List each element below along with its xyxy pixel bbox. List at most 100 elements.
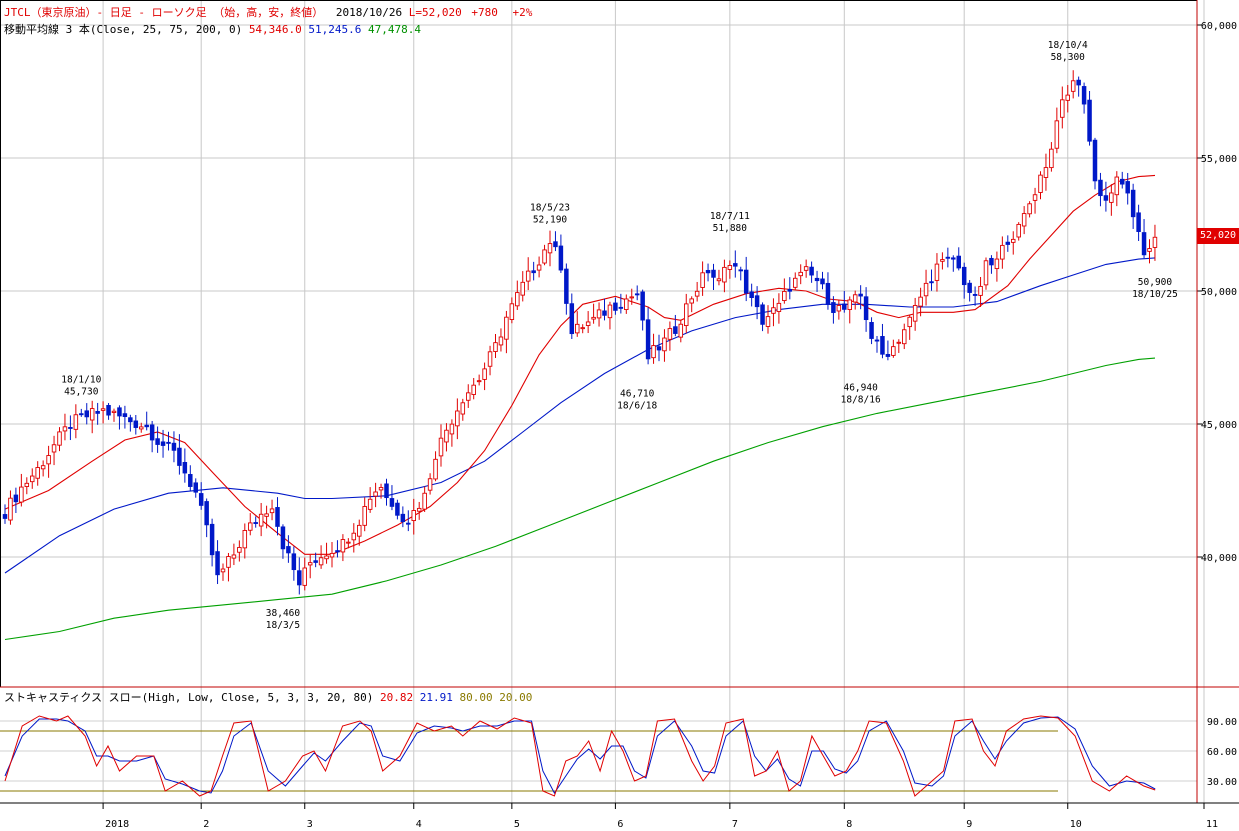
candle-body xyxy=(1027,203,1032,215)
candle-body xyxy=(57,431,62,446)
candle-body xyxy=(166,441,171,444)
month-label: 2018 xyxy=(105,819,129,830)
candle-body xyxy=(351,532,357,541)
candle-body xyxy=(994,258,1000,270)
candle-body xyxy=(1081,86,1087,105)
candle-body xyxy=(1000,244,1005,260)
candle-body xyxy=(847,299,853,310)
candle-body xyxy=(896,341,902,344)
candle-body xyxy=(411,510,417,522)
candle-body xyxy=(8,497,13,521)
candle-body xyxy=(498,336,504,346)
stoch-upper-value: 80.00 xyxy=(459,691,493,704)
candle-body xyxy=(79,413,84,416)
candle-body xyxy=(967,282,972,293)
month-label: 8 xyxy=(846,819,852,830)
stoch-header: ストキャスティクス スロー(High, Low, Close, 5, 3, 3,… xyxy=(4,691,532,705)
month-label: 2 xyxy=(203,819,209,830)
candle-body xyxy=(934,263,940,281)
candle-body xyxy=(509,303,515,320)
header-date: 2018/10/26 xyxy=(335,6,403,19)
candle-body xyxy=(694,290,700,297)
price-change: +780 xyxy=(471,6,498,19)
candle-body xyxy=(912,305,918,322)
candle-body xyxy=(51,444,57,453)
candle-body xyxy=(395,502,400,516)
stochastic-panel: 90.00 60.00 30.00 xyxy=(0,715,1237,797)
symbol-line: JTCL（東京原油）- 日足 - ローソク足 （始，高，安，終値） xyxy=(4,6,324,19)
candle-body xyxy=(231,554,237,559)
candle-body xyxy=(743,269,749,294)
candle-body xyxy=(711,269,716,278)
candle-body xyxy=(449,423,455,435)
candle-body xyxy=(525,270,531,282)
candle-body xyxy=(1049,148,1054,169)
candle-body xyxy=(793,277,798,288)
candle-body xyxy=(656,346,662,351)
candle-body xyxy=(662,337,667,352)
candle-body xyxy=(972,294,978,296)
candle-body xyxy=(727,265,733,270)
candle-body xyxy=(651,345,656,359)
candle-body xyxy=(460,402,466,415)
candle-body xyxy=(918,296,923,307)
annotation-label: 18/10/25 xyxy=(1132,289,1178,300)
ma25-value: 54,346.0 xyxy=(248,23,302,36)
candle-body xyxy=(313,560,318,563)
candle-body xyxy=(754,295,760,308)
candle-body xyxy=(831,302,836,313)
candle-body xyxy=(553,241,558,248)
candle-body xyxy=(1130,189,1136,218)
candle-body xyxy=(689,298,694,304)
candle-body xyxy=(1054,120,1060,149)
candle-body xyxy=(237,547,242,553)
candle-body xyxy=(400,513,406,523)
candle-body xyxy=(307,562,313,566)
candle-body xyxy=(880,336,885,355)
candle-body xyxy=(983,260,989,286)
candle-body xyxy=(836,305,842,312)
stoch-lower-value: 20.00 xyxy=(499,691,533,704)
candle-body xyxy=(367,498,373,510)
last-price-marker: 52,020 xyxy=(1197,228,1239,244)
price-change-pct: +2% xyxy=(512,6,533,19)
candle-body xyxy=(209,523,215,556)
candle-body xyxy=(940,259,945,262)
candle-body xyxy=(329,552,335,558)
stoch-d-value: 21.91 xyxy=(419,691,453,704)
candle-body xyxy=(247,522,253,531)
candle-body xyxy=(438,437,444,457)
ma200-line xyxy=(4,357,1156,641)
candle-body xyxy=(1103,195,1109,201)
candle-body xyxy=(269,508,275,514)
candle-body xyxy=(907,316,912,328)
candle-body xyxy=(1070,80,1076,92)
candle-body xyxy=(874,339,880,342)
candle-body xyxy=(291,553,297,571)
candle-body xyxy=(575,323,580,334)
candle-body xyxy=(1065,94,1070,101)
candle-body xyxy=(1087,99,1092,142)
candle-body xyxy=(433,458,438,480)
candle-body xyxy=(869,322,874,339)
candle-body xyxy=(242,530,248,549)
candle-body xyxy=(215,551,220,576)
candle-body xyxy=(68,427,73,429)
candle-body xyxy=(133,420,139,428)
price-tick-label: 45,000 xyxy=(1201,420,1237,431)
stoch-k-line xyxy=(4,715,1156,797)
annotation-label: 18/10/4 xyxy=(1048,40,1088,51)
candle-body xyxy=(842,303,847,310)
candle-body xyxy=(542,249,547,264)
candlesticks xyxy=(2,70,1158,595)
candle-body xyxy=(580,327,585,330)
candle-body xyxy=(389,498,395,507)
candle-body xyxy=(902,329,907,345)
candle-body xyxy=(198,493,204,506)
candle-body xyxy=(929,281,934,284)
candle-body xyxy=(667,328,673,340)
candle-body xyxy=(961,266,967,286)
candle-body xyxy=(340,539,346,553)
candle-body xyxy=(182,461,188,474)
